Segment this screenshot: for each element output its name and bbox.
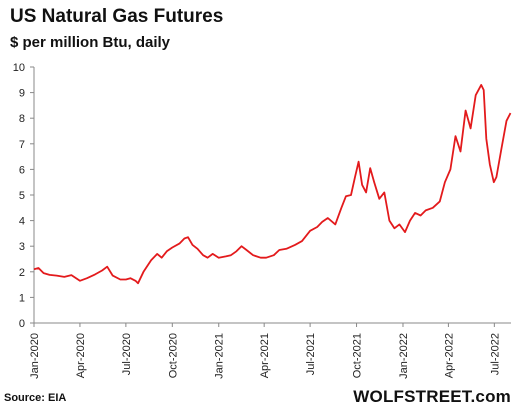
x-tick-label: Apr-2021 bbox=[259, 333, 271, 378]
x-tick-label: Jul-2021 bbox=[305, 333, 317, 375]
y-tick-label: 7 bbox=[19, 139, 25, 151]
x-tick-label: Oct-2020 bbox=[167, 333, 179, 378]
x-tick-label: Jan-2022 bbox=[398, 333, 410, 379]
y-tick-label: 4 bbox=[19, 216, 25, 228]
series-line bbox=[33, 84, 512, 285]
x-tick-label: Apr-2022 bbox=[443, 333, 455, 378]
x-tick-label: Apr-2020 bbox=[75, 333, 87, 378]
source-note: Source: EIA bbox=[4, 392, 67, 404]
y-tick-label: 10 bbox=[13, 62, 25, 74]
y-tick-label: 0 bbox=[19, 318, 25, 330]
y-tick-label: 5 bbox=[19, 190, 25, 202]
y-tick-label: 9 bbox=[19, 88, 25, 100]
y-tick-label: 6 bbox=[19, 164, 25, 176]
y-tick-label: 8 bbox=[19, 113, 25, 125]
chart-subtitle: $ per million Btu, daily bbox=[10, 34, 171, 51]
y-tick-label: 3 bbox=[19, 241, 25, 253]
y-tick-label: 2 bbox=[19, 267, 25, 279]
x-tick-label: Jan-2020 bbox=[29, 333, 41, 379]
x-tick-label: Oct-2021 bbox=[352, 333, 364, 378]
brand-logo-text: WOLFSTREET.com bbox=[353, 387, 511, 406]
chart-title: US Natural Gas Futures bbox=[10, 6, 224, 27]
x-tick-label: Jul-2022 bbox=[489, 333, 501, 375]
x-tick-label: Jan-2021 bbox=[214, 333, 226, 379]
y-tick-label: 1 bbox=[19, 292, 25, 304]
x-tick-label: Jul-2020 bbox=[121, 333, 133, 375]
